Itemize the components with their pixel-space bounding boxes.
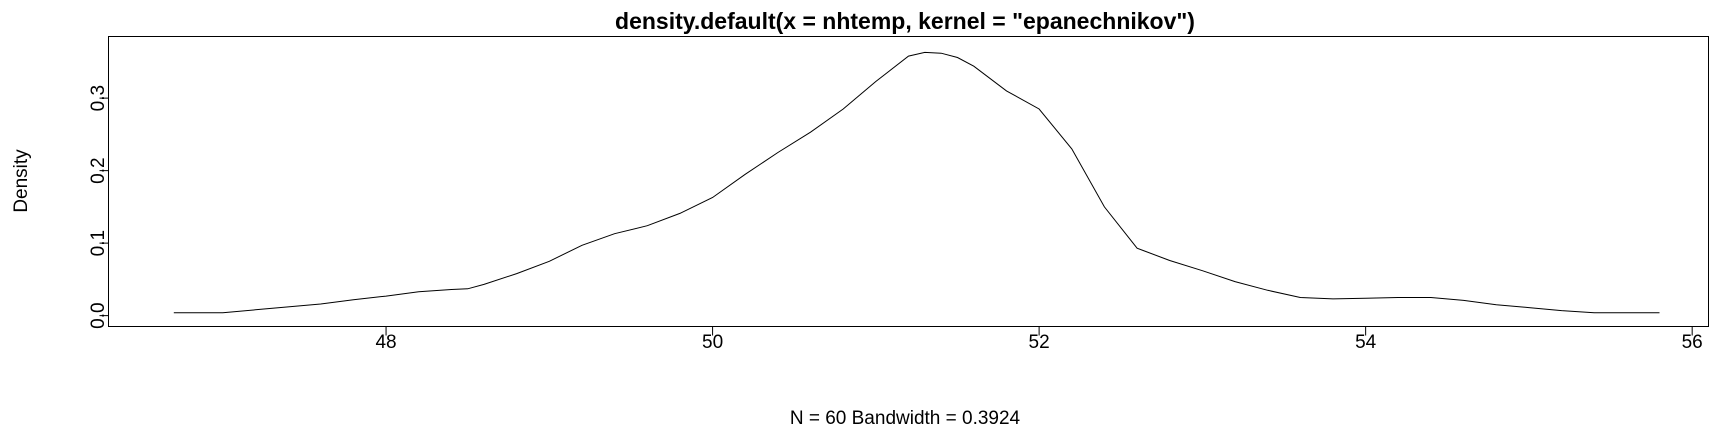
- y-tick-label: 0.0: [88, 302, 109, 328]
- x-axis: 48 50 52 54 56: [375, 326, 1703, 353]
- y-axis: 0.0 0.1 0.2 0.3: [88, 85, 109, 329]
- x-tick-label: 48: [375, 332, 396, 353]
- y-tick-label: 0.1: [88, 230, 109, 256]
- chart-title: density.default(x = nhtemp, kernel = "ep…: [615, 8, 1195, 34]
- y-axis-label: Density: [11, 149, 32, 213]
- plot-frame: [108, 36, 1709, 327]
- density-curve: [173, 51, 1660, 314]
- x-tick-label: 54: [1355, 332, 1377, 353]
- x-tick-label: 52: [1029, 332, 1050, 353]
- x-tick-label: 50: [702, 332, 723, 353]
- y-tick-label: 0.3: [88, 85, 109, 111]
- x-tick-label: 56: [1682, 332, 1703, 353]
- x-axis-label: N = 60 Bandwidth = 0.3924: [790, 408, 1021, 429]
- y-tick-label: 0.2: [88, 157, 109, 183]
